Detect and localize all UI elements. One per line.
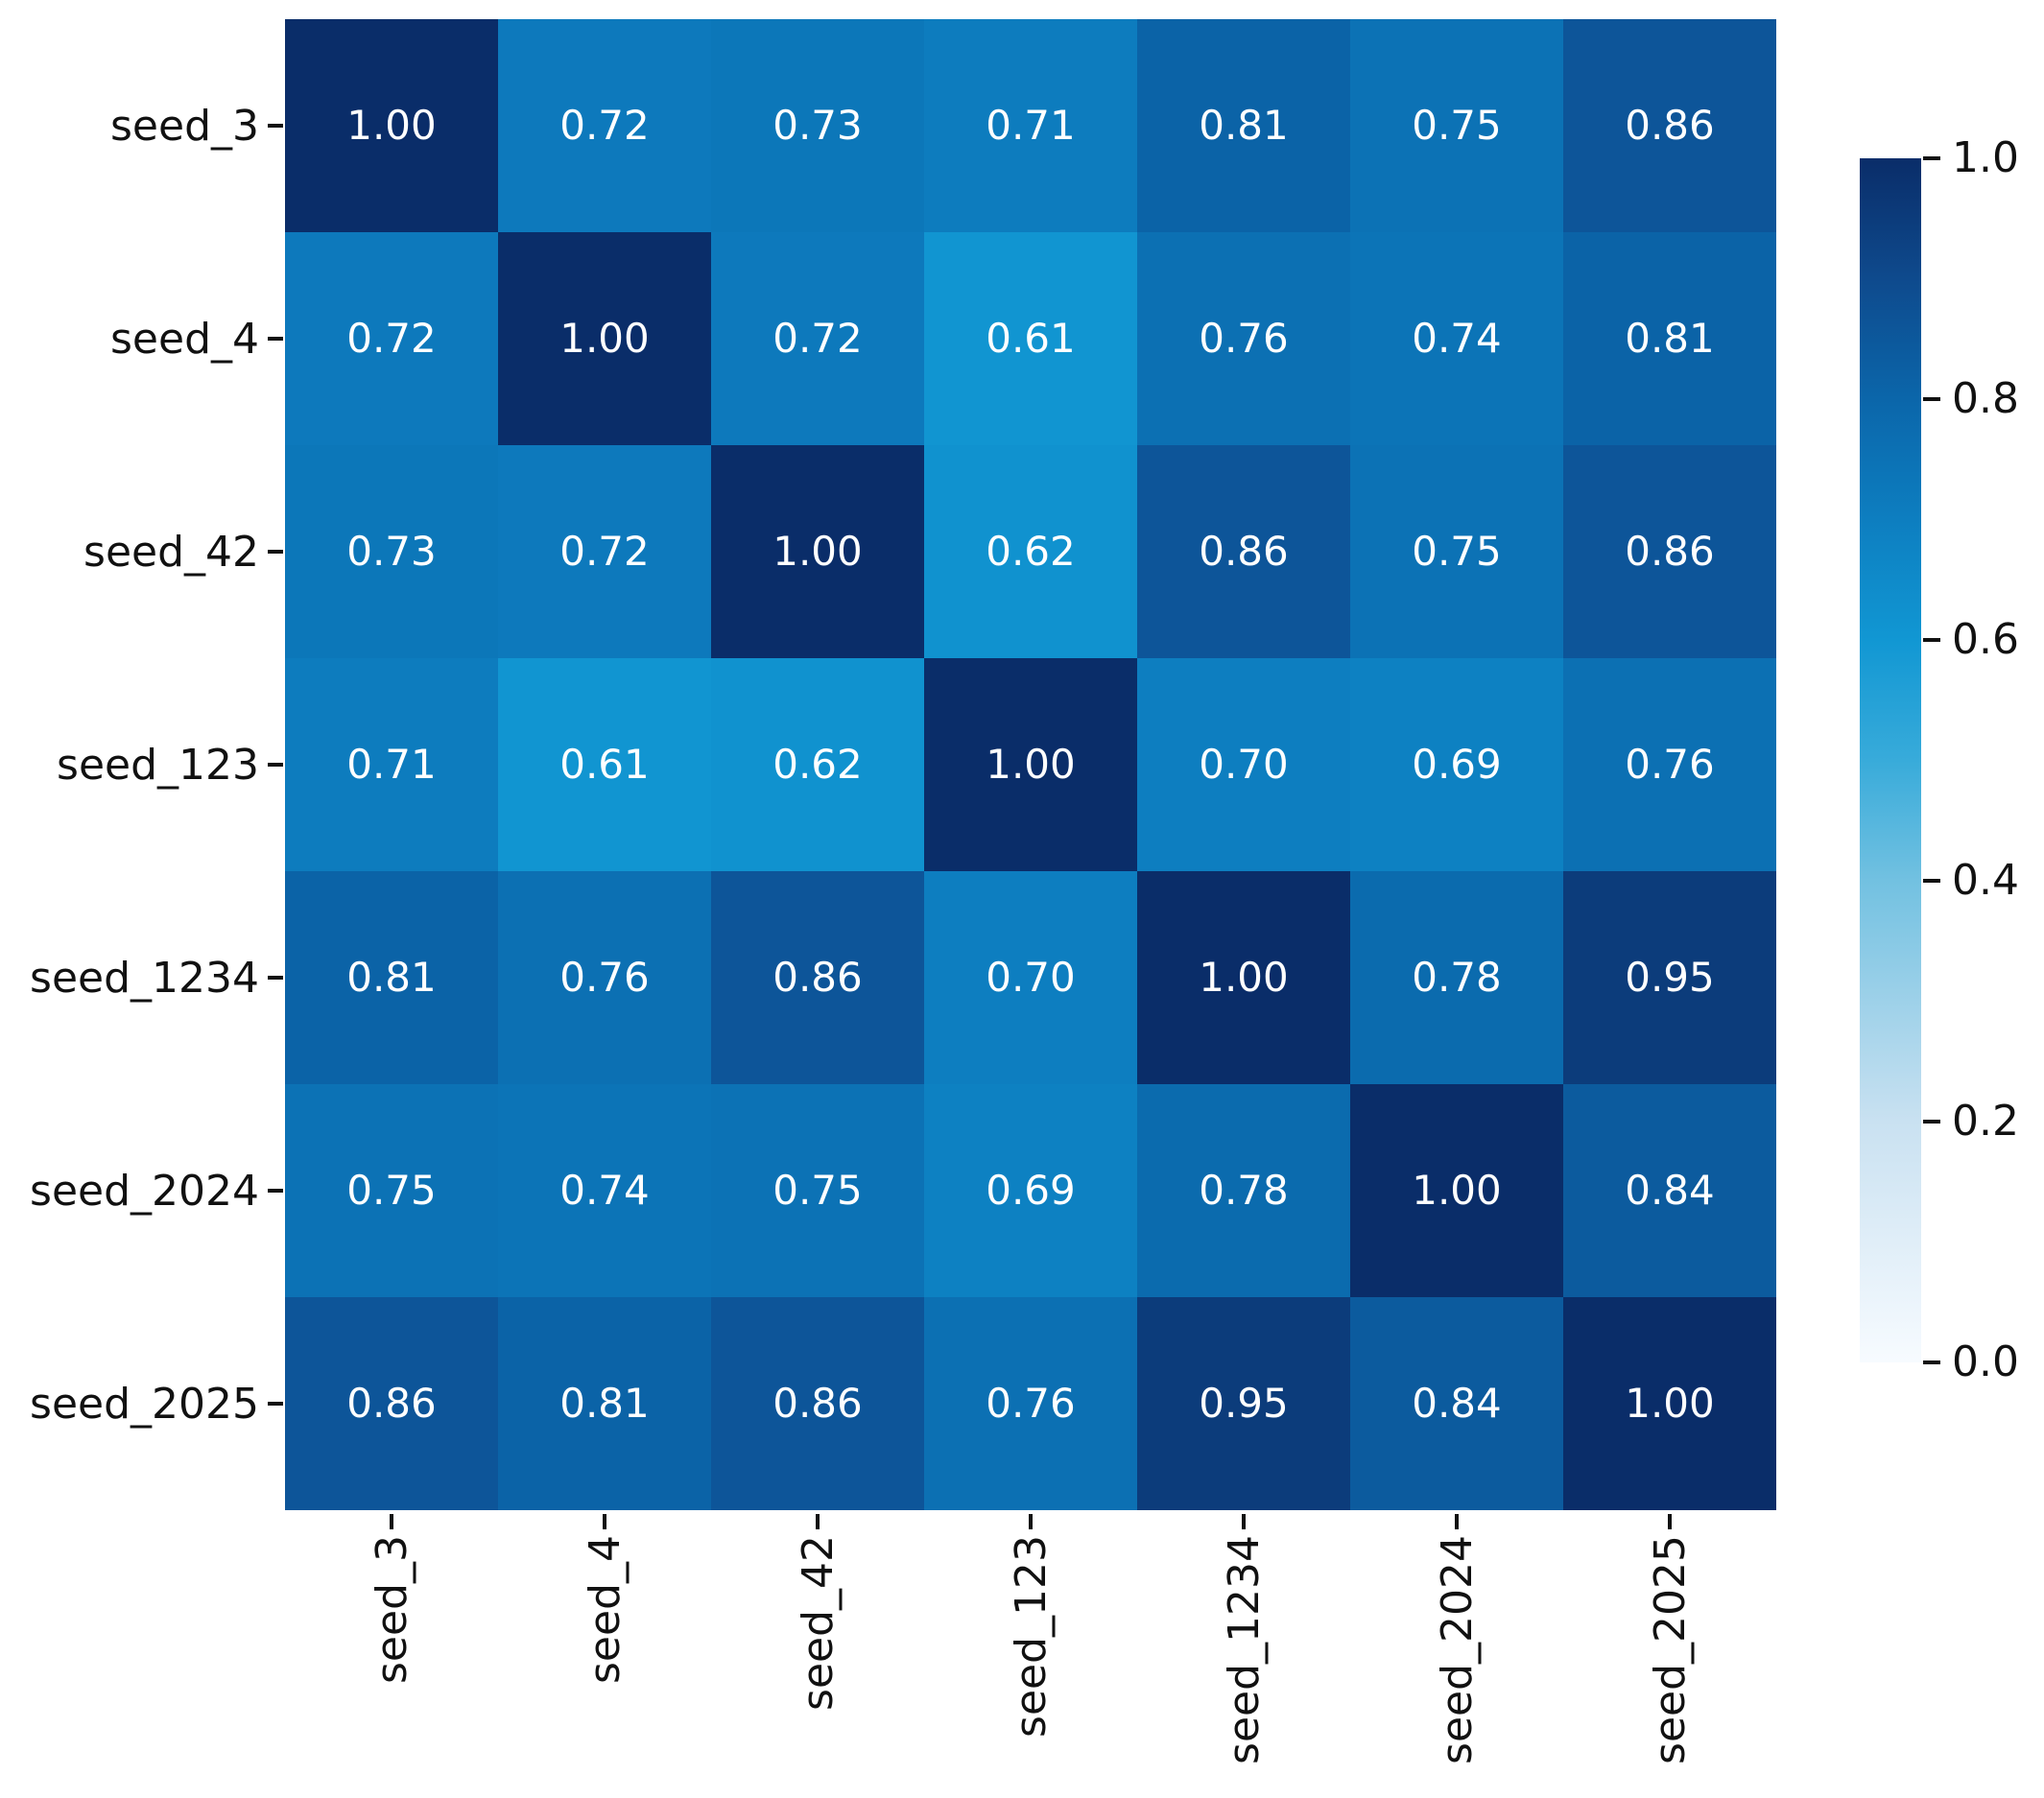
colorbar-tick-label: 0.6 — [1952, 615, 2019, 664]
axis-tick-mark — [268, 763, 283, 767]
heatmap-cell: 1.00 — [924, 658, 1137, 871]
heatmap-cell: 0.75 — [1350, 445, 1563, 658]
axis-tick-mark — [1923, 1120, 1940, 1124]
axis-tick-mark — [1923, 1360, 1940, 1364]
heatmap-cell: 0.81 — [1137, 19, 1350, 232]
heatmap-cell: 0.76 — [498, 871, 711, 1084]
heatmap-cell: 0.71 — [924, 19, 1137, 232]
axis-tick-mark — [268, 1402, 283, 1406]
heatmap-cell: 0.71 — [285, 658, 498, 871]
axis-tick-mark — [1923, 156, 1940, 160]
heatmap-cell: 0.84 — [1350, 1297, 1563, 1510]
heatmap-cell: 0.72 — [285, 232, 498, 445]
heatmap-cell: 0.86 — [1563, 445, 1776, 658]
axis-tick-mark — [603, 1514, 606, 1529]
axis-tick-mark — [1923, 879, 1940, 883]
heatmap-cell: 0.86 — [711, 1297, 924, 1510]
colorbar-tick-label: 0.2 — [1952, 1097, 2019, 1146]
axis-tick-mark — [1029, 1514, 1033, 1529]
heatmap-cell: 0.61 — [498, 658, 711, 871]
heatmap-cell: 0.69 — [924, 1084, 1137, 1297]
axis-tick-mark — [268, 337, 283, 341]
y-tick-label: seed_3 — [110, 101, 259, 151]
axis-tick-mark — [1668, 1514, 1672, 1529]
heatmap-cell: 0.95 — [1563, 871, 1776, 1084]
x-tick-label: seed_42 — [793, 1535, 843, 1711]
heatmap-cell: 0.75 — [285, 1084, 498, 1297]
heatmap-cell: 0.72 — [498, 445, 711, 658]
heatmap-cell: 0.61 — [924, 232, 1137, 445]
heatmap-cell: 1.00 — [1350, 1084, 1563, 1297]
colorbar-tick-label: 0.4 — [1952, 856, 2019, 905]
colorbar — [1860, 158, 1921, 1362]
heatmap-cell: 1.00 — [285, 19, 498, 232]
x-axis-tick-labels: seed_3 seed_4 seed_42 seed_123 seed_1234 seed… — [285, 1535, 1776, 1788]
x-tick-label: seed_3 — [367, 1535, 416, 1684]
axis-tick-mark — [268, 124, 283, 128]
heatmap-cell: 0.86 — [1563, 19, 1776, 232]
axis-tick-mark — [268, 550, 283, 554]
axis-tick-mark — [1923, 638, 1940, 642]
heatmap-cell: 0.78 — [1350, 871, 1563, 1084]
x-tick-label: seed_2025 — [1645, 1535, 1695, 1764]
heatmap-cell: 0.74 — [498, 1084, 711, 1297]
heatmap-cell: 0.72 — [711, 232, 924, 445]
heatmap-cell: 0.70 — [1137, 658, 1350, 871]
heatmap-cell: 0.86 — [711, 871, 924, 1084]
colorbar-tick-label: 1.0 — [1952, 133, 2019, 182]
heatmap-cell: 0.76 — [1563, 658, 1776, 871]
heatmap-cell: 0.81 — [1563, 232, 1776, 445]
axis-tick-mark — [1455, 1514, 1459, 1529]
y-tick-label: seed_2024 — [30, 1166, 259, 1216]
heatmap-cell: 0.81 — [498, 1297, 711, 1510]
y-tick-label: seed_2025 — [30, 1379, 259, 1429]
colorbar-tick-label: 0.0 — [1952, 1337, 2019, 1386]
axis-tick-mark — [268, 976, 283, 980]
heatmap-cell: 0.86 — [1137, 445, 1350, 658]
heatmap-cell: 1.00 — [1563, 1297, 1776, 1510]
y-tick-label: seed_4 — [110, 314, 259, 364]
x-tick-label: seed_123 — [1006, 1535, 1056, 1738]
heatmap-cell: 1.00 — [498, 232, 711, 445]
heatmap-cell: 0.78 — [1137, 1084, 1350, 1297]
heatmap-cell: 1.00 — [1137, 871, 1350, 1084]
y-tick-label: seed_123 — [57, 740, 259, 790]
heatmap-cell: 0.84 — [1563, 1084, 1776, 1297]
heatmap-cell: 0.81 — [285, 871, 498, 1084]
heatmap-cell: 0.76 — [1137, 232, 1350, 445]
heatmap-cell: 0.86 — [285, 1297, 498, 1510]
axis-tick-mark — [816, 1514, 820, 1529]
heatmap-grid: 1.00 0.72 0.73 0.71 0.81 0.75 0.86 0.72 1.00 0.72… — [285, 19, 1776, 1510]
y-tick-label: seed_1234 — [30, 953, 259, 1003]
heatmap-cell: 0.62 — [711, 658, 924, 871]
heatmap-cell: 0.73 — [711, 19, 924, 232]
heatmap-cell: 0.69 — [1350, 658, 1563, 871]
axis-tick-mark — [390, 1514, 393, 1529]
heatmap-cell: 0.75 — [1350, 19, 1563, 232]
x-tick-label: seed_4 — [580, 1535, 630, 1684]
heatmap-cell: 0.73 — [285, 445, 498, 658]
colorbar-tick-label: 0.8 — [1952, 374, 2019, 423]
heatmap-cell: 0.62 — [924, 445, 1137, 658]
heatmap-cell: 0.75 — [711, 1084, 924, 1297]
heatmap-cell: 0.72 — [498, 19, 711, 232]
y-tick-label: seed_42 — [83, 527, 259, 577]
heatmap-cell: 0.76 — [924, 1297, 1137, 1510]
x-tick-label: seed_2024 — [1432, 1535, 1482, 1764]
axis-tick-mark — [1242, 1514, 1246, 1529]
heatmap-cell: 0.74 — [1350, 232, 1563, 445]
axis-tick-mark — [1923, 397, 1940, 401]
heatmap-cell: 0.70 — [924, 871, 1137, 1084]
axis-tick-mark — [268, 1189, 283, 1193]
heatmap-cell: 1.00 — [711, 445, 924, 658]
x-tick-label: seed_1234 — [1219, 1535, 1269, 1764]
heatmap-cell: 0.95 — [1137, 1297, 1350, 1510]
